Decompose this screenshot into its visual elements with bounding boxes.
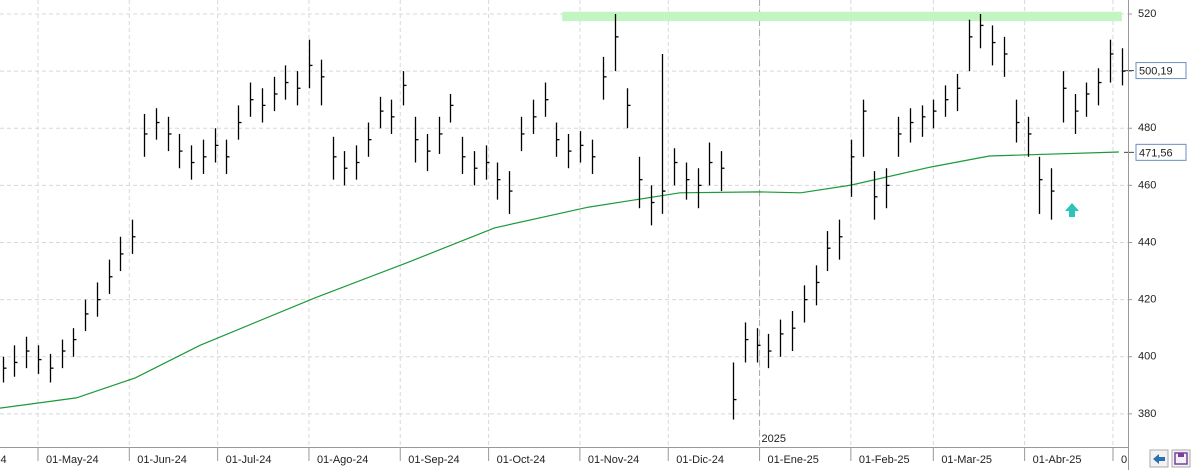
x-tick-label: 01-Jul-24 bbox=[226, 454, 272, 466]
arrow-icon bbox=[1065, 203, 1079, 217]
y-tick-label: 480 bbox=[1138, 122, 1156, 134]
x-tick-label: 01-Ene-25 bbox=[768, 454, 819, 466]
price-tag-label: 471,56 bbox=[1139, 147, 1173, 159]
x-tick-label: 01-Nov-24 bbox=[588, 454, 639, 466]
y-tick-label: 400 bbox=[1138, 351, 1156, 363]
y-tick-label: 380 bbox=[1138, 408, 1156, 420]
y-tick-label: 440 bbox=[1138, 236, 1156, 248]
x-tick-label: 01-Mar-25 bbox=[941, 454, 992, 466]
moving-average bbox=[0, 151, 1119, 409]
x-tick-label: 01-Dic-24 bbox=[676, 454, 724, 466]
y-tick-label: 420 bbox=[1138, 294, 1156, 306]
x-tick-label: 01-May-24 bbox=[46, 454, 99, 466]
x-tick-label: 01-Ago-24 bbox=[317, 454, 368, 466]
x-axis: 01-Abr-24 01-May-24 01-Jun-24 01-Jul-24 01-A… bbox=[0, 447, 1174, 466]
x-tick-label: 01-Abr-25 bbox=[1033, 454, 1082, 466]
price-tag-box bbox=[1135, 143, 1187, 161]
plot-area: 2025 bbox=[0, 0, 1126, 447]
y-tick-label: 520 bbox=[1138, 8, 1156, 20]
x-tick-label: 01-Oct-24 bbox=[497, 454, 546, 466]
x-tick-label: 01-May-25 bbox=[1121, 454, 1174, 466]
x-tick-label: 01-Sep-24 bbox=[408, 454, 459, 466]
save-button[interactable] bbox=[1171, 449, 1191, 468]
zone bbox=[562, 11, 1122, 22]
y-tick-label: 460 bbox=[1138, 179, 1156, 191]
x-tick-label: 01-Jun-24 bbox=[137, 454, 187, 466]
zoom-button[interactable] bbox=[1149, 449, 1169, 468]
price-tag-label: 500,19 bbox=[1139, 65, 1173, 77]
x-tick-label: 01-Abr-24 bbox=[0, 454, 7, 466]
year-label: 2025 bbox=[762, 433, 786, 445]
x-tick-label: 01-Feb-25 bbox=[859, 454, 910, 466]
price-tag-box bbox=[1135, 62, 1187, 80]
